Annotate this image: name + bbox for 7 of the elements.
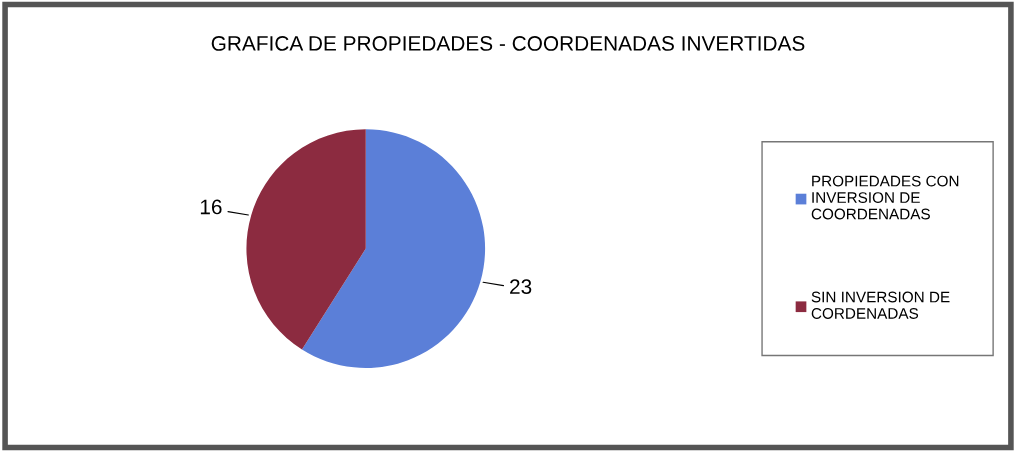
pie-slice: [246, 129, 366, 350]
chart-title: GRAFICA DE PROPIEDADES - COORDENADAS INVERTIDAS: [211, 36, 805, 51]
legend-label: PROPIEDADES CON INVERSION DE COORDENADAS: [811, 175, 959, 220]
data-label: 16: [200, 199, 222, 215]
legend-label: SIN INVERSION DE CORDENADAS: [811, 291, 950, 319]
data-label: 23: [510, 279, 532, 295]
pie-slice: [301, 129, 486, 368]
